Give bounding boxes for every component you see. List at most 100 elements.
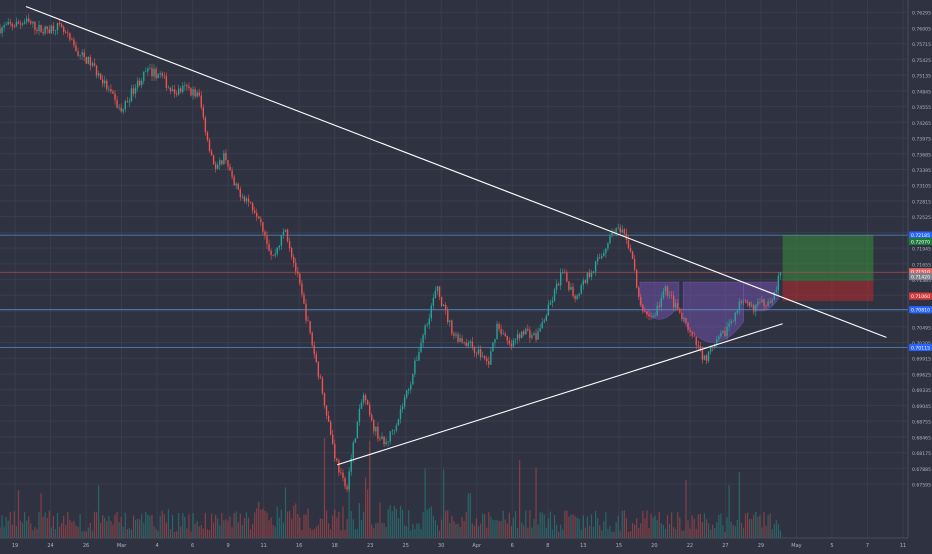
candle-body xyxy=(769,301,771,303)
volume-bar xyxy=(549,511,552,538)
volume-bar xyxy=(744,513,747,538)
x-tick-label: May xyxy=(791,543,801,549)
volume-bar xyxy=(63,515,65,538)
candle-body xyxy=(200,95,202,108)
candle-body xyxy=(225,152,227,161)
volume-bar xyxy=(613,531,615,538)
grid xyxy=(0,0,908,538)
volume-bar xyxy=(580,529,582,538)
candle-body xyxy=(469,341,472,343)
volume-bar xyxy=(699,514,701,538)
volume-bar xyxy=(541,512,543,538)
candle-body xyxy=(21,23,24,25)
candle-body xyxy=(709,347,712,352)
volume-bar xyxy=(712,524,714,538)
candle-body xyxy=(114,93,116,100)
candle-body xyxy=(596,257,599,262)
trendline[interactable] xyxy=(337,323,783,466)
volume-bar xyxy=(562,529,564,538)
candle-body xyxy=(260,218,262,223)
candle-body xyxy=(50,25,53,34)
candle-body xyxy=(375,426,377,432)
candle-body xyxy=(728,323,730,327)
volume-bar xyxy=(288,510,291,538)
candle-body xyxy=(599,257,601,259)
volume-bar xyxy=(73,520,75,538)
volume-bar xyxy=(465,512,467,538)
candle-body xyxy=(520,331,523,339)
volume-bar xyxy=(440,519,443,538)
volume-bar xyxy=(116,511,118,538)
candle-body xyxy=(34,21,36,30)
volume-bar xyxy=(42,516,44,538)
candle-body xyxy=(48,29,50,34)
profit-zone xyxy=(782,235,874,281)
volume-bar xyxy=(132,515,135,538)
candle-body xyxy=(286,229,289,242)
candle-body xyxy=(551,300,554,303)
volume-bar xyxy=(169,529,172,538)
volume-bar xyxy=(543,514,545,538)
candle-body xyxy=(23,21,26,24)
volume-bar xyxy=(646,510,648,538)
candle-body xyxy=(523,331,525,335)
trendline[interactable] xyxy=(25,5,887,338)
candle-body xyxy=(208,139,211,152)
volume-bar xyxy=(759,515,761,538)
volume-bar xyxy=(681,530,683,538)
y-tick-label: 0.73395 xyxy=(912,168,931,174)
volume-bar xyxy=(751,518,753,538)
candle-body xyxy=(342,472,344,478)
candle-body xyxy=(631,251,634,259)
volume-bar xyxy=(120,516,122,538)
volume-bar xyxy=(11,524,13,538)
volume-bar xyxy=(87,527,89,538)
candle-body xyxy=(759,302,761,303)
candle-body xyxy=(732,321,734,322)
candle-body xyxy=(44,26,46,34)
volume-bar xyxy=(85,531,87,538)
candle-body xyxy=(467,342,469,347)
volume-bar xyxy=(26,520,28,538)
volume-bar xyxy=(779,530,782,538)
candle-body xyxy=(426,324,428,326)
candle-body xyxy=(539,328,541,332)
candle-body xyxy=(611,232,613,236)
candle-body xyxy=(422,335,424,343)
volume-bar xyxy=(584,527,586,538)
volume-bar xyxy=(106,521,108,538)
volume-bar xyxy=(352,519,354,538)
candle-body xyxy=(95,65,98,76)
candle-body xyxy=(648,314,650,317)
candle-body xyxy=(3,25,5,28)
candle-body xyxy=(110,89,112,92)
candle-body xyxy=(703,355,706,360)
volume-bar xyxy=(219,525,221,538)
volume-bar xyxy=(722,524,724,538)
long-position-tool[interactable] xyxy=(782,235,874,301)
candle-body xyxy=(486,358,488,362)
volume-bar xyxy=(274,526,276,538)
volume-bar xyxy=(93,511,96,538)
candle-body xyxy=(309,321,311,333)
volume-bar xyxy=(504,519,506,538)
volume-bar xyxy=(730,521,732,538)
volume-bar xyxy=(469,493,471,538)
candle-body xyxy=(607,243,609,249)
candle-body xyxy=(91,63,94,66)
candle-body xyxy=(726,326,728,337)
volume-bar xyxy=(451,515,453,538)
volume-bar xyxy=(777,524,779,538)
candle-body xyxy=(373,420,375,432)
volume-bar xyxy=(652,517,654,538)
candle-body xyxy=(475,352,478,354)
volume-bar xyxy=(190,531,192,538)
candle-body xyxy=(297,271,299,274)
candle-body xyxy=(687,322,689,331)
candle-body xyxy=(740,301,743,303)
x-tick-label: 23 xyxy=(367,543,373,549)
candle-body xyxy=(138,80,141,86)
candle-body xyxy=(38,24,40,32)
